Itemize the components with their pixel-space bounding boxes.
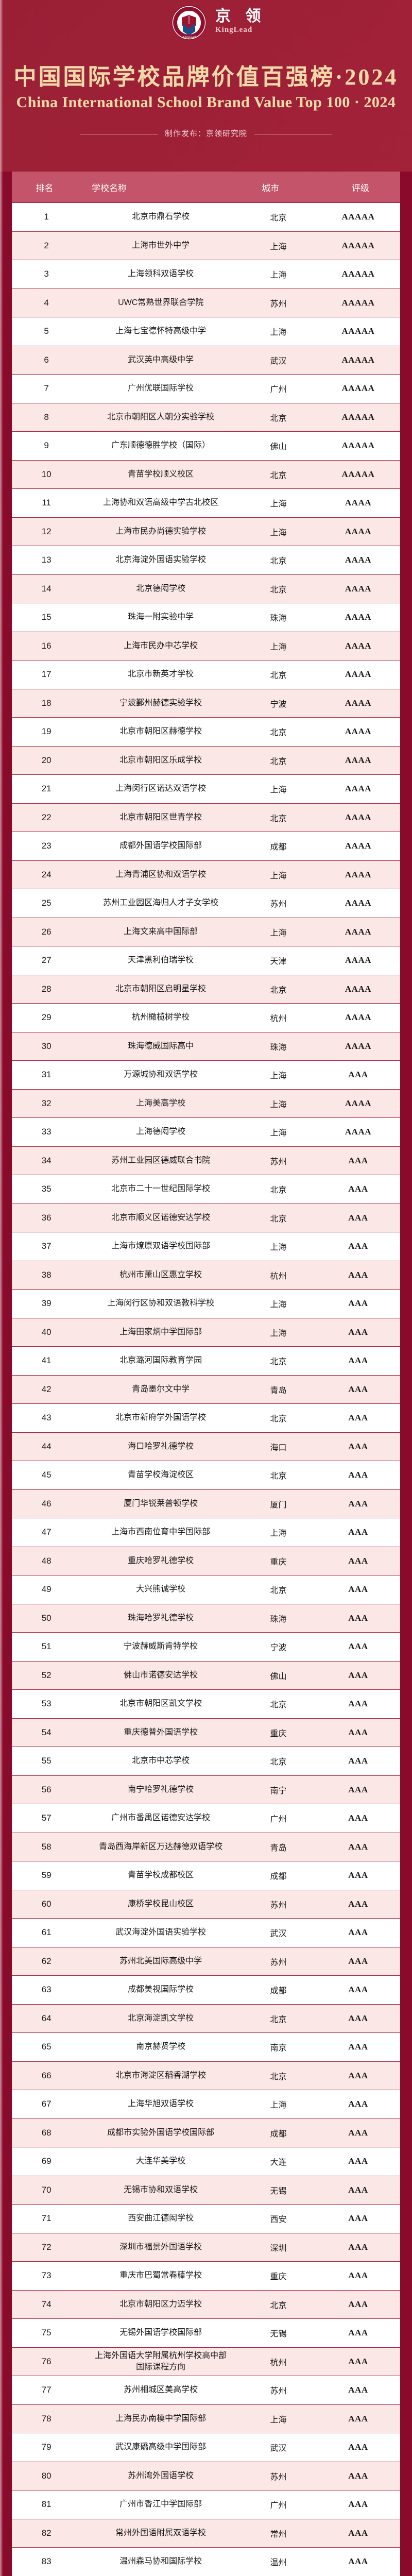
svg-text:KingLead: KingLead — [182, 36, 196, 39]
svg-text:京 领: 京 领 — [184, 10, 194, 15]
